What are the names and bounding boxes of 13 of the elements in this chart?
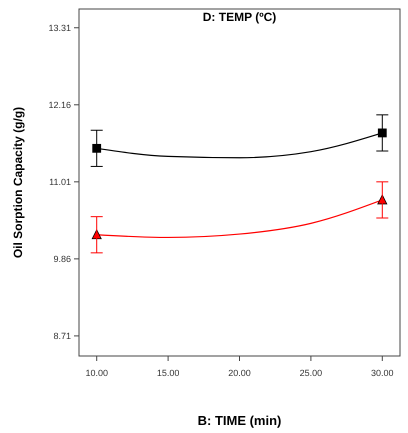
x-tick-label: 30.00: [371, 368, 394, 378]
y-tick-label: 8.71: [53, 331, 71, 342]
chart-title: D: TEMP (ºC): [202, 10, 276, 24]
x-axis-title: B: TIME (min): [198, 413, 282, 428]
y-axis-title: Oil Sorption Capacity (g/g): [11, 106, 25, 258]
y-tick-label: 11.01: [49, 176, 71, 187]
x-tick-label: 15.00: [156, 368, 180, 378]
x-tick-label: 10.00: [85, 368, 108, 378]
y-tick-label: 12.16: [48, 100, 71, 110]
y-tick-label: 9.86: [53, 254, 71, 264]
y-tick-label: 13.31: [48, 22, 71, 33]
x-tick-label: 25.00: [300, 368, 322, 378]
x-tick-label: 20.00: [228, 368, 251, 378]
